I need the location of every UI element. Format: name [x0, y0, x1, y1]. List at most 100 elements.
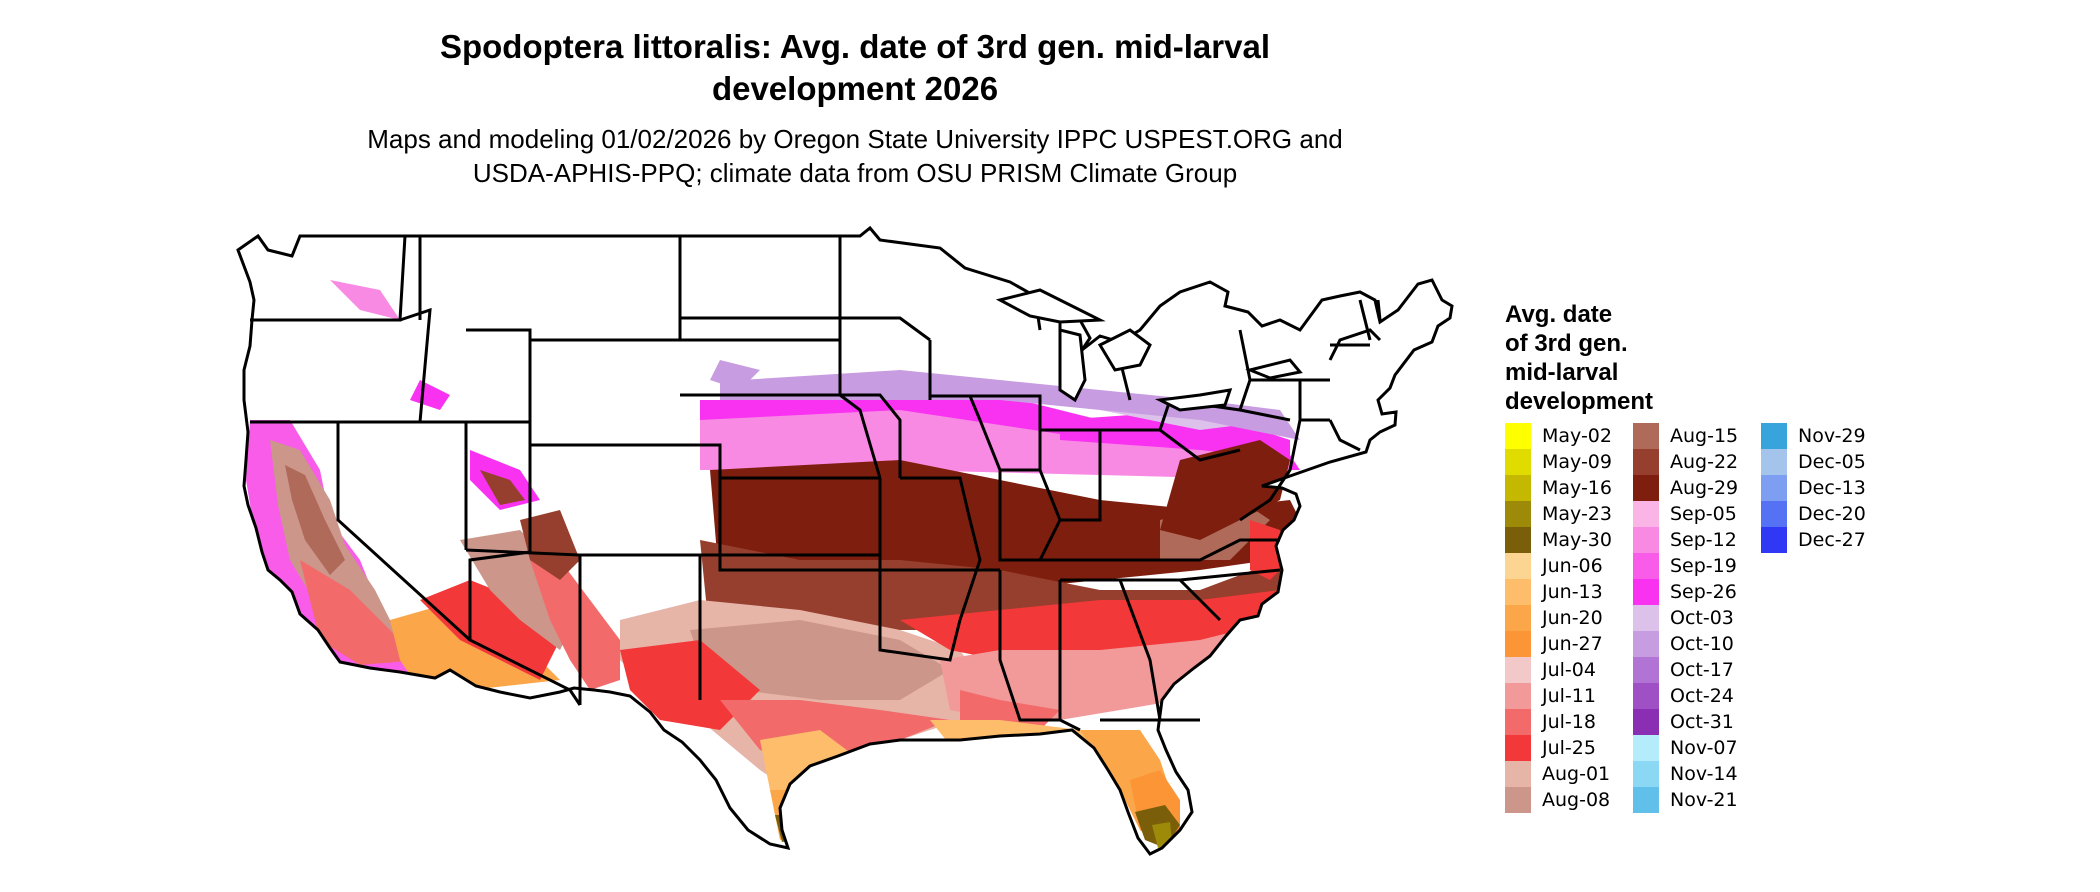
legend-label: May-16 — [1542, 477, 1612, 499]
legend-item: May-09 — [1505, 449, 1635, 475]
legend-swatch — [1633, 501, 1659, 527]
legend-item: Nov-14 — [1633, 761, 1763, 787]
legend-item: Jun-27 — [1505, 631, 1635, 657]
legend-title: Avg. date of 3rd gen. mid-larval develop… — [1505, 300, 1765, 416]
legend-swatch — [1633, 631, 1659, 657]
legend-title-line-1: Avg. date — [1505, 301, 1613, 328]
legend-label: Jul-04 — [1542, 659, 1596, 681]
legend-swatch — [1633, 605, 1659, 631]
legend-swatch — [1761, 423, 1787, 449]
legend-title-line-4: development — [1505, 388, 1654, 415]
legend-item: Sep-05 — [1633, 501, 1763, 527]
map-title-line-2: development 2026 — [711, 70, 999, 107]
legend-swatch — [1633, 423, 1659, 449]
legend-swatch — [1633, 579, 1659, 605]
legend-label: Dec-13 — [1798, 477, 1866, 499]
legend-swatch — [1761, 501, 1787, 527]
legend-label: Jun-27 — [1542, 633, 1603, 655]
legend-swatch — [1505, 709, 1531, 735]
legend-swatch — [1633, 657, 1659, 683]
legend-swatch — [1505, 683, 1531, 709]
legend-swatch — [1633, 709, 1659, 735]
legend-item: May-02 — [1505, 423, 1635, 449]
legend-label: Oct-03 — [1670, 607, 1734, 629]
legend-label: May-30 — [1542, 529, 1612, 551]
legend-swatch — [1505, 501, 1531, 527]
legend-swatch — [1633, 553, 1659, 579]
legend-item: May-23 — [1505, 501, 1635, 527]
legend-label: Dec-05 — [1798, 451, 1866, 473]
legend-label: Nov-29 — [1798, 425, 1866, 447]
map-subtitle-line-1: Maps and modeling 01/02/2026 by Oregon S… — [367, 124, 1343, 154]
legend-item: Jun-06 — [1505, 553, 1635, 579]
legend-label: Aug-22 — [1670, 451, 1739, 473]
legend-item: Oct-17 — [1633, 657, 1763, 683]
legend-item: Sep-12 — [1633, 527, 1763, 553]
legend-swatch — [1505, 605, 1531, 631]
legend-item: Dec-27 — [1761, 527, 1891, 553]
legend-item: May-16 — [1505, 475, 1635, 501]
legend-label: May-09 — [1542, 451, 1612, 473]
legend-item: Dec-13 — [1761, 475, 1891, 501]
legend-item: Nov-21 — [1633, 787, 1763, 813]
legend-swatch — [1505, 527, 1531, 553]
legend-swatch — [1633, 449, 1659, 475]
legend-swatch — [1505, 631, 1531, 657]
legend-label: Sep-19 — [1670, 555, 1737, 577]
legend-label: Jun-20 — [1542, 607, 1603, 629]
legend-label: Sep-12 — [1670, 529, 1737, 551]
legend-swatch — [1505, 475, 1531, 501]
legend-title-line-3: mid-larval — [1505, 359, 1619, 386]
legend-swatch — [1505, 423, 1531, 449]
legend-label: Jul-11 — [1542, 685, 1596, 707]
legend-label: Sep-26 — [1670, 581, 1737, 603]
legend-label: May-02 — [1542, 425, 1612, 447]
legend-item: Aug-08 — [1505, 787, 1635, 813]
legend-swatch — [1505, 579, 1531, 605]
legend-label: Nov-07 — [1670, 737, 1738, 759]
legend-swatch — [1633, 683, 1659, 709]
legend-item: Jul-18 — [1505, 709, 1635, 735]
legend-item: Jun-13 — [1505, 579, 1635, 605]
legend-label: Jul-18 — [1542, 711, 1596, 733]
map-title-line-1: Spodoptera littoralis: Avg. date of 3rd … — [439, 28, 1270, 65]
legend-swatch — [1633, 735, 1659, 761]
legend-item: Dec-20 — [1761, 501, 1891, 527]
map-title: Spodoptera littoralis: Avg. date of 3rd … — [140, 26, 1570, 110]
legend-item: Nov-07 — [1633, 735, 1763, 761]
legend-item: Nov-29 — [1761, 423, 1891, 449]
legend-swatch — [1505, 449, 1531, 475]
legend-label: Jun-06 — [1542, 555, 1603, 577]
legend-swatch — [1505, 553, 1531, 579]
legend-label: Oct-24 — [1670, 685, 1734, 707]
legend-item: Jun-20 — [1505, 605, 1635, 631]
legend-label: Oct-17 — [1670, 659, 1734, 681]
legend-swatch — [1633, 787, 1659, 813]
legend-title-line-2: of 3rd gen. — [1505, 330, 1628, 357]
legend-label: Aug-29 — [1670, 477, 1739, 499]
legend-label: Nov-14 — [1670, 763, 1738, 785]
legend-swatch — [1505, 761, 1531, 787]
legend-swatch — [1505, 657, 1531, 683]
legend-item: Aug-29 — [1633, 475, 1763, 501]
great-lakes — [995, 288, 1303, 412]
legend-swatch — [1761, 475, 1787, 501]
legend-item: Aug-22 — [1633, 449, 1763, 475]
legend-swatch — [1761, 527, 1787, 553]
legend-label: Aug-01 — [1542, 763, 1611, 785]
legend-item: Oct-24 — [1633, 683, 1763, 709]
legend-label: Aug-15 — [1670, 425, 1739, 447]
legend-item: Oct-03 — [1633, 605, 1763, 631]
legend-label: Dec-27 — [1798, 529, 1866, 551]
legend-label: Oct-10 — [1670, 633, 1734, 655]
legend-label: Sep-05 — [1670, 503, 1737, 525]
legend-swatch — [1505, 787, 1531, 813]
legend-label: May-23 — [1542, 503, 1612, 525]
legend-item: Jul-25 — [1505, 735, 1635, 761]
legend-swatch — [1633, 761, 1659, 787]
legend-item: Sep-26 — [1633, 579, 1763, 605]
legend-label: Jul-25 — [1542, 737, 1596, 759]
legend-item: Oct-10 — [1633, 631, 1763, 657]
legend-label: Aug-08 — [1542, 789, 1611, 811]
